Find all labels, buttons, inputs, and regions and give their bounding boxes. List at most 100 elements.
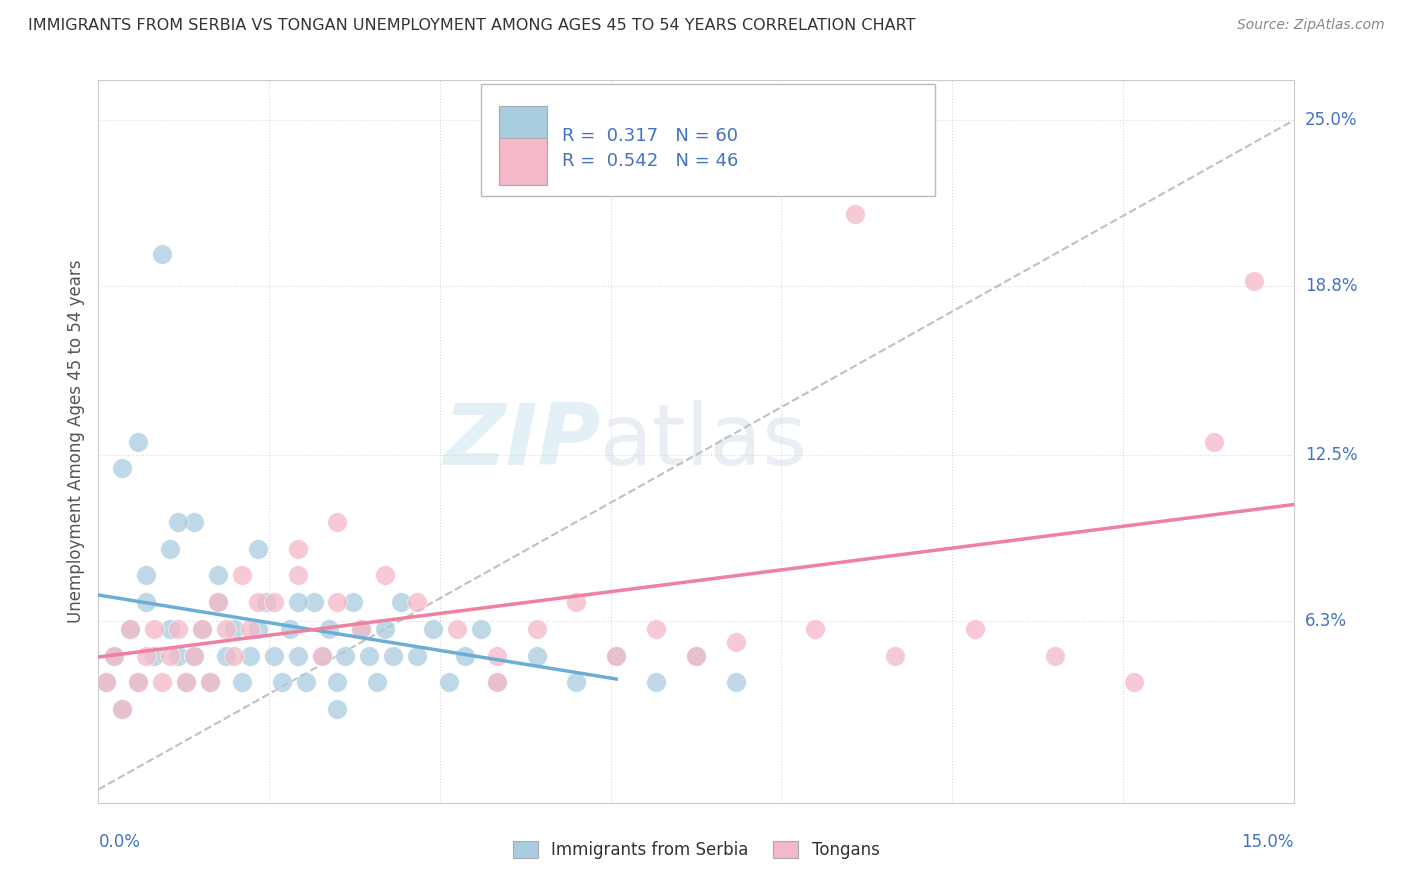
Point [135, 595, 157, 609]
Point [359, 648, 381, 663]
Point [231, 568, 253, 582]
Point [174, 675, 197, 690]
Point [127, 675, 149, 690]
Point [318, 622, 340, 636]
FancyBboxPatch shape [481, 84, 935, 196]
Point [605, 648, 627, 663]
Point [389, 595, 412, 609]
Point [191, 622, 214, 636]
Point [96, 675, 118, 690]
Point [422, 622, 444, 636]
Point [1043, 648, 1066, 663]
Text: 15.0%: 15.0% [1241, 833, 1294, 851]
Point [963, 622, 986, 636]
Point [150, 247, 173, 261]
Point [150, 675, 173, 690]
Point [143, 648, 166, 663]
Point [159, 648, 181, 663]
Point [485, 675, 508, 690]
Point [884, 648, 907, 663]
Point [311, 648, 333, 663]
Text: 18.8%: 18.8% [1305, 277, 1357, 295]
Point [222, 648, 245, 663]
Point [111, 702, 134, 716]
Bar [499, 105, 547, 153]
Point [111, 702, 134, 716]
Point [263, 595, 285, 609]
Point [374, 622, 396, 636]
Text: ZIP: ZIP [443, 400, 600, 483]
Point [167, 622, 190, 636]
Point [844, 207, 866, 221]
Point [159, 622, 181, 636]
Point [239, 648, 262, 663]
Point [1202, 434, 1225, 449]
Text: R =  0.317   N = 60: R = 0.317 N = 60 [562, 127, 738, 145]
Point [342, 595, 364, 609]
Point [446, 622, 468, 636]
Point [270, 675, 292, 690]
Point [645, 622, 668, 636]
Point [685, 648, 707, 663]
Point [120, 622, 142, 636]
Point [198, 675, 221, 690]
Point [215, 648, 238, 663]
Point [526, 648, 548, 663]
Point [246, 595, 269, 609]
Point [485, 675, 508, 690]
Point [246, 541, 269, 556]
Point [335, 648, 357, 663]
Text: 25.0%: 25.0% [1305, 112, 1357, 129]
Point [167, 648, 190, 663]
Point [406, 648, 429, 663]
Point [350, 622, 373, 636]
Point [485, 648, 508, 663]
Point [287, 568, 309, 582]
Point [1123, 675, 1146, 690]
Point [326, 675, 349, 690]
Point [198, 675, 221, 690]
Point [526, 622, 548, 636]
Point [382, 648, 405, 663]
Point [120, 622, 142, 636]
Point [183, 648, 205, 663]
Point [239, 622, 262, 636]
Point [135, 648, 157, 663]
Point [207, 568, 229, 582]
Point [103, 648, 125, 663]
Point [96, 675, 118, 690]
Point [350, 622, 373, 636]
Point [263, 648, 285, 663]
Point [294, 675, 316, 690]
Point [207, 595, 229, 609]
Point [302, 595, 325, 609]
Point [311, 648, 333, 663]
Point [437, 675, 460, 690]
Point [174, 675, 197, 690]
Text: 6.3%: 6.3% [1305, 612, 1347, 630]
Point [254, 595, 277, 609]
Point [111, 461, 134, 475]
Y-axis label: Unemployment Among Ages 45 to 54 years: Unemployment Among Ages 45 to 54 years [66, 260, 84, 624]
Point [645, 675, 668, 690]
Legend: Immigrants from Serbia, Tongans: Immigrants from Serbia, Tongans [513, 841, 879, 860]
Bar [499, 138, 547, 185]
Point [167, 515, 190, 529]
Point [406, 595, 429, 609]
Point [231, 675, 253, 690]
Point [287, 648, 309, 663]
Point [724, 635, 747, 649]
Point [605, 648, 627, 663]
Point [724, 675, 747, 690]
Point [565, 595, 588, 609]
Point [135, 568, 157, 582]
Point [454, 648, 477, 663]
Text: 12.5%: 12.5% [1305, 446, 1357, 464]
Point [215, 622, 238, 636]
Point [127, 434, 149, 449]
Point [103, 648, 125, 663]
Point [565, 675, 588, 690]
Point [685, 648, 707, 663]
Point [287, 541, 309, 556]
Point [374, 568, 396, 582]
